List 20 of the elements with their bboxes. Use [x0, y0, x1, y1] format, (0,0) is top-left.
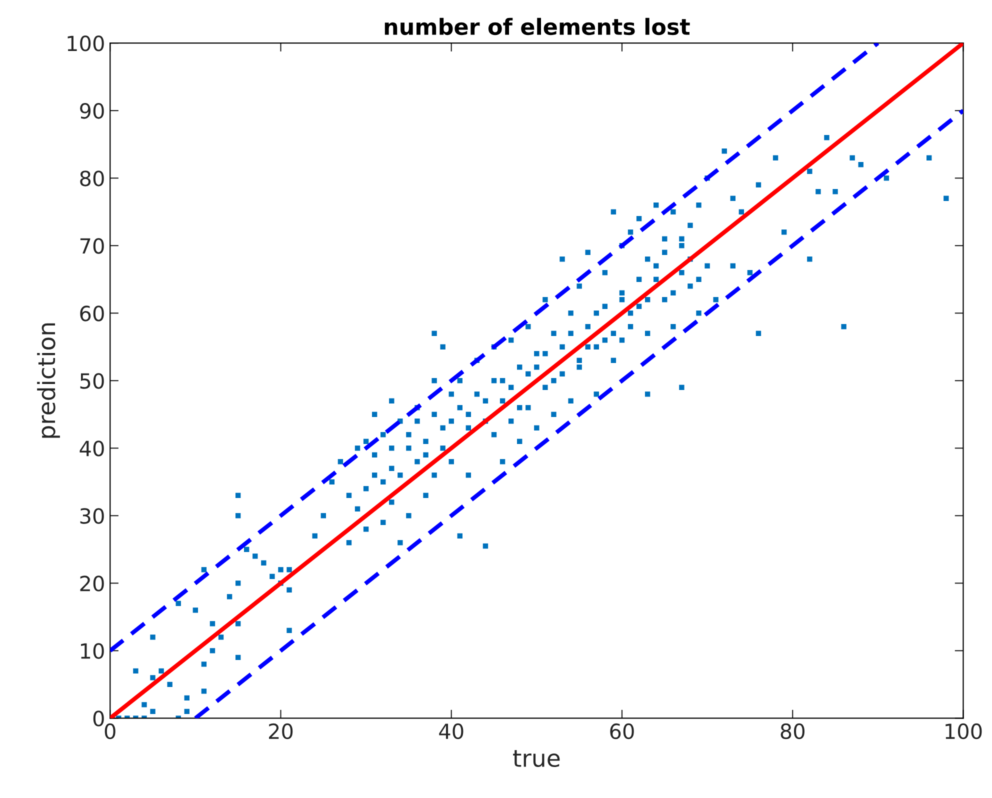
y-tick-label: 60	[80, 306, 104, 322]
y-tick-label: 70	[80, 238, 104, 254]
y-tick-label: 0	[93, 710, 104, 726]
y-tick-label: 30	[80, 508, 104, 524]
y-tick-label: 40	[80, 440, 104, 456]
x-tick-label: 40	[439, 723, 464, 740]
y-tick-label: 50	[80, 373, 104, 389]
y-tick-label: 80	[80, 170, 104, 186]
y-axis-title: prediction	[37, 323, 60, 438]
x-tick-label: 100	[946, 723, 982, 740]
y-tick-label: 100	[68, 36, 104, 52]
x-tick-label: 80	[780, 723, 804, 740]
y-tick-label: 20	[80, 576, 104, 592]
y-tick-label: 10	[81, 643, 104, 659]
chart-title: number of elements lost	[384, 18, 690, 36]
x-tick-label: 60	[610, 723, 634, 740]
y-tick-label: 90	[80, 103, 104, 119]
x-tick-label: 20	[269, 723, 293, 740]
x-axis-title: true	[513, 750, 560, 768]
x-tick-label: 0	[104, 723, 116, 740]
